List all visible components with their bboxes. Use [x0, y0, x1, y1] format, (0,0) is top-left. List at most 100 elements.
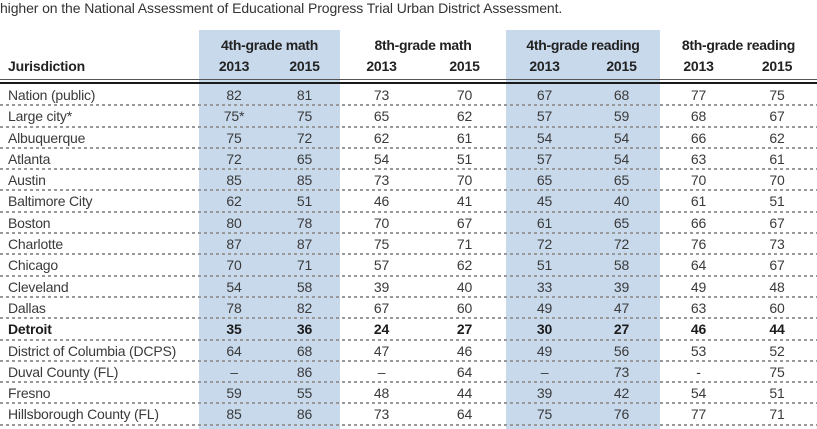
score-cell: 80 [226, 214, 242, 231]
table-row: Fresno 59 55 48 44 39 42 54 51 [0, 383, 817, 405]
group-label-4th-grade-math: 4th-grade math [221, 37, 318, 53]
jurisdiction-cell: Albuquerque [8, 129, 86, 146]
score-cell: 82 [226, 87, 242, 103]
score-cell: 85 [296, 172, 313, 189]
score-cell: 70 [769, 172, 785, 189]
score-cell: 63 [690, 150, 707, 167]
year-header-row: Jurisdiction 2013 2015 2013 2015 2013 20… [0, 57, 817, 75]
score-cell: 72 [536, 236, 553, 253]
score-cell: 53 [690, 342, 707, 359]
year-header-read8-2013: 2013 [683, 58, 714, 74]
score-cell: 57 [536, 150, 553, 167]
score-cell: 64 [226, 342, 242, 359]
group-label-8th-grade-math: 8th-grade math [374, 37, 472, 53]
score-cell: – [230, 363, 238, 380]
score-cell: 24 [373, 321, 390, 338]
score-cell: 60 [456, 299, 473, 316]
score-cell: 68 [296, 342, 313, 359]
jurisdiction-cell: Nation (public) [8, 87, 96, 103]
score-cell: 47 [613, 299, 630, 316]
score-cell: 62 [373, 129, 390, 146]
score-cell: 48 [373, 385, 390, 402]
score-cell: 73 [373, 87, 390, 103]
score-cell: 76 [690, 236, 707, 253]
jurisdiction-cell: Chicago [8, 257, 58, 274]
score-cell: 58 [296, 278, 313, 295]
score-cell: – [377, 363, 386, 380]
score-cell: 77 [690, 406, 707, 423]
score-cell: 61 [690, 193, 707, 210]
score-cell: 77 [690, 87, 707, 103]
year-header-read4-2013: 2013 [529, 58, 560, 74]
score-cell: 61 [456, 129, 473, 146]
score-cell: 72 [226, 150, 242, 167]
score-cell: 64 [456, 363, 473, 380]
score-cell: 51 [769, 385, 785, 402]
jurisdiction-cell: Charlotte [8, 236, 64, 253]
score-cell: 46 [456, 342, 473, 359]
score-cell: 63 [690, 299, 707, 316]
score-cell: 27 [456, 321, 473, 338]
score-cell: 67 [373, 299, 390, 316]
score-cell: 41 [456, 193, 473, 210]
year-header-read4-2015: 2015 [606, 58, 637, 74]
score-cell: 51 [769, 193, 785, 210]
score-cell: 61 [536, 214, 553, 231]
jurisdiction-cell: Atlanta [8, 150, 51, 167]
score-cell: 71 [456, 236, 473, 253]
score-cell: 85 [226, 172, 242, 189]
score-cell: 75 [296, 108, 313, 125]
table-row: Duval County (FL) – 86 – 64 – 73 - 75 [0, 362, 817, 384]
score-cell: 73 [769, 236, 785, 253]
jurisdiction-cell: Dallas [8, 299, 46, 316]
score-cell: – [540, 363, 549, 380]
score-cell: 54 [226, 278, 242, 295]
score-cell: 42 [613, 385, 630, 402]
score-cell: 33 [536, 278, 553, 295]
score-cell: 39 [613, 278, 630, 295]
score-cell: 65 [536, 172, 553, 189]
score-cell: 67 [456, 214, 473, 231]
score-cell: 71 [296, 257, 313, 274]
table-row: Large city* 75* 75 65 62 57 59 68 67 [0, 106, 817, 128]
group-header-spacer [0, 37, 199, 54]
table-row: Dallas 78 82 67 60 49 47 63 60 [0, 298, 817, 320]
score-cell: 72 [296, 129, 313, 146]
score-cell: 75 [226, 129, 242, 146]
score-cell: - [696, 363, 701, 380]
score-cell: 55 [296, 385, 313, 402]
score-cell: 87 [226, 236, 242, 253]
score-cell: 54 [613, 150, 630, 167]
header-rule [0, 79, 817, 84]
highlight-band-4th-grade-reading [506, 30, 660, 429]
year-header-math8-2015: 2015 [449, 58, 480, 74]
table-row: Baltimore City 62 51 46 41 45 40 61 51 [0, 191, 817, 214]
year-header-math8-2013: 2013 [366, 58, 397, 74]
score-cell: 40 [613, 193, 630, 210]
score-cell: 78 [296, 214, 313, 231]
score-cell: 81 [296, 87, 313, 103]
score-cell: 65 [373, 108, 390, 125]
score-cell: 61 [769, 150, 785, 167]
jurisdiction-cell: District of Columbia (DCPS) [8, 342, 177, 359]
score-cell: 73 [373, 406, 390, 423]
score-cell: 70 [373, 214, 390, 231]
group-header-row: 4th-grade math 8th-grade math 4th-grade … [0, 37, 817, 54]
score-cell: 35 [226, 321, 242, 338]
score-cell: 57 [373, 257, 390, 274]
score-cell: 78 [226, 299, 242, 316]
jurisdiction-cell: Duval County (FL) [8, 363, 119, 380]
score-cell: 49 [536, 299, 553, 316]
score-cell: 67 [536, 87, 553, 103]
score-cell: 57 [536, 108, 553, 125]
score-cell: 60 [769, 299, 785, 316]
score-cell: 85 [226, 406, 242, 423]
score-cell: 51 [536, 257, 553, 274]
table-row: Charlotte 87 87 75 71 72 72 76 73 [0, 234, 817, 256]
table-row: Nation (public) 82 81 73 70 67 68 77 75 [0, 85, 817, 107]
score-cell: 75 [769, 363, 785, 380]
score-cell: 65 [613, 214, 630, 231]
score-cell: 44 [769, 321, 785, 338]
jurisdiction-cell: Austin [8, 172, 46, 189]
score-cell: 46 [690, 321, 707, 338]
